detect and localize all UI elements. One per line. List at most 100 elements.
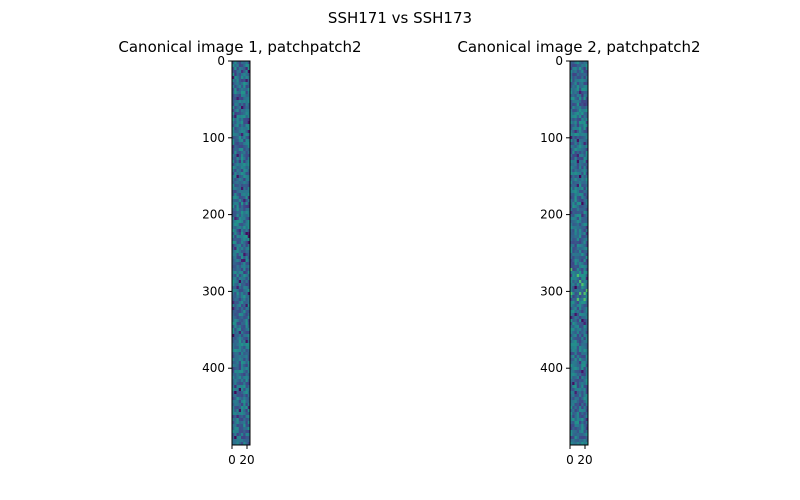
heatmap-cell	[243, 115, 246, 119]
heatmap-cell	[236, 100, 240, 104]
heatmap-cell	[234, 352, 237, 356]
heatmap-cell	[236, 406, 240, 410]
heatmap-cell	[245, 361, 249, 365]
heatmap-cell	[581, 163, 584, 167]
heatmap-cell	[238, 406, 242, 410]
heatmap-cell	[574, 421, 578, 425]
heatmap-cell	[583, 70, 587, 74]
heatmap-cell	[574, 94, 578, 98]
heatmap-cell	[576, 118, 580, 122]
heatmap-cell	[574, 82, 578, 86]
heatmap-cell	[247, 256, 251, 260]
heatmap-cell	[574, 304, 578, 308]
heatmap-cell	[581, 316, 584, 320]
heatmap-cell	[583, 280, 587, 284]
heatmap-cell	[581, 88, 584, 92]
heatmap-cell	[585, 199, 589, 203]
heatmap-cell	[583, 400, 587, 404]
heatmap-cell	[579, 67, 582, 71]
heatmap-cell	[234, 394, 237, 398]
heatmap-cell	[245, 172, 249, 176]
heatmap-cell	[236, 136, 240, 140]
heatmap-cell	[585, 295, 589, 299]
heatmap-cell	[570, 148, 573, 152]
heatmap-cell	[234, 244, 237, 248]
heatmap-cell	[245, 286, 249, 290]
heatmap-cell	[576, 409, 580, 413]
heatmap-cell	[576, 217, 580, 221]
heatmap-cell	[579, 433, 582, 437]
heatmap-cell	[572, 433, 575, 437]
heatmap-cell	[236, 373, 240, 377]
heatmap-cell	[238, 295, 242, 299]
heatmap-cell	[579, 151, 582, 155]
heatmap-cell	[585, 343, 589, 347]
heatmap-cell	[234, 82, 237, 86]
heatmap-cell	[245, 340, 249, 344]
heatmap-cell	[579, 61, 582, 65]
heatmap-cell	[585, 139, 589, 143]
heatmap-cell	[232, 106, 235, 110]
heatmap-cell	[247, 340, 251, 344]
heatmap-cell	[570, 289, 573, 293]
heatmap-cell	[583, 262, 587, 266]
heatmap-cell	[585, 220, 589, 224]
heatmap-cell	[574, 103, 578, 107]
heatmap-cell	[583, 283, 587, 287]
heatmap-cell	[234, 385, 237, 389]
heatmap-cell	[574, 97, 578, 101]
heatmap-cell	[236, 400, 240, 404]
heatmap-cell	[583, 148, 587, 152]
heatmap-cell	[585, 292, 589, 296]
heatmap-cell	[238, 118, 242, 122]
heatmap-cell	[245, 319, 249, 323]
heatmap-cell	[579, 307, 582, 311]
heatmap-cell	[579, 421, 582, 425]
heatmap-cell	[234, 319, 237, 323]
heatmap-cell	[572, 259, 575, 263]
heatmap-cell	[570, 310, 573, 314]
heatmap-cell	[234, 121, 237, 125]
heatmap-cell	[585, 439, 589, 443]
heatmap-cell	[583, 220, 587, 224]
heatmap-cell	[234, 115, 237, 119]
heatmap-cell	[238, 232, 242, 236]
panel-title: Canonical image 1, patchpatch2	[118, 38, 361, 56]
heatmap-cell	[234, 136, 237, 140]
heatmap-cell	[572, 82, 575, 86]
heatmap-cell	[241, 145, 244, 149]
heatmap-cell	[585, 232, 589, 236]
heatmap-cell	[581, 175, 584, 179]
heatmap-cell	[236, 172, 240, 176]
heatmap-cell	[247, 112, 251, 116]
heatmap-cell	[576, 136, 580, 140]
heatmap-cell	[570, 169, 573, 173]
heatmap-cell	[243, 397, 246, 401]
heatmap-cell	[241, 358, 244, 362]
heatmap-cell	[234, 298, 237, 302]
heatmap-cell	[245, 409, 249, 413]
heatmap-cell	[576, 283, 580, 287]
heatmap-cell	[236, 442, 240, 446]
heatmap-cell	[570, 187, 573, 191]
heatmap-cell	[574, 175, 578, 179]
heatmap-cell	[241, 406, 244, 410]
heatmap-cell	[234, 106, 237, 110]
heatmap-cell	[581, 91, 584, 95]
heatmap-cell	[576, 70, 580, 74]
heatmap-cell	[579, 331, 582, 335]
heatmap-cell	[579, 280, 582, 284]
heatmap-cell	[570, 283, 573, 287]
heatmap-cell	[585, 64, 589, 68]
heatmap-cell	[581, 313, 584, 317]
heatmap-cell	[583, 211, 587, 215]
heatmap-cell	[572, 127, 575, 131]
heatmap-cell	[579, 154, 582, 158]
heatmap-cell	[574, 334, 578, 338]
heatmap-cell	[238, 442, 242, 446]
heatmap-cell	[232, 340, 235, 344]
heatmap-cell	[574, 235, 578, 239]
heatmap-cell	[576, 406, 580, 410]
heatmap-cell	[232, 424, 235, 428]
heatmap-cell	[236, 424, 240, 428]
